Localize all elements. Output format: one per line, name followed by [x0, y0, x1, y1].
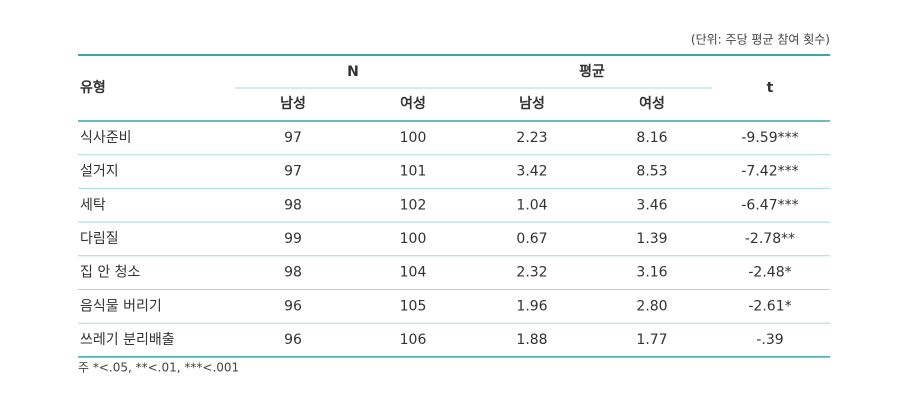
- cell: 98: [284, 265, 302, 281]
- unit-note: (단위: 주당 평균 참여 횟수): [691, 33, 830, 47]
- row-label: 음식물 버리기: [80, 298, 162, 314]
- row-label: 설거지: [80, 164, 119, 180]
- cell: 104: [400, 265, 427, 281]
- cell: 2.80: [636, 298, 667, 314]
- cell: 2.32: [516, 265, 547, 281]
- cell: 100: [400, 130, 427, 146]
- row-label: 집 안 청소: [80, 265, 141, 281]
- cell: 100: [400, 231, 427, 247]
- cell: 97: [284, 130, 302, 146]
- cell: 101: [400, 164, 427, 180]
- cell: 3.16: [636, 265, 667, 281]
- cell: 105: [400, 298, 427, 314]
- cell: 106: [400, 332, 427, 348]
- cell: 99: [284, 231, 302, 247]
- sub-header: 남성: [519, 95, 545, 112]
- cell: 97: [284, 164, 302, 180]
- sub-header: 여성: [639, 95, 665, 112]
- sub-header: 여성: [400, 95, 426, 112]
- cell: 1.96: [516, 298, 547, 314]
- cell: 96: [284, 298, 302, 314]
- cell: -.39: [756, 332, 783, 348]
- row-label: 쓰레기 분리배출: [80, 332, 175, 348]
- row-label: 다림질: [80, 231, 119, 247]
- cell: 1.39: [636, 231, 667, 247]
- cell: -9.59***: [741, 130, 798, 146]
- header-t: t: [767, 80, 774, 96]
- cell: 1.77: [636, 332, 667, 348]
- header-n: N: [347, 64, 359, 80]
- cell: -7.42***: [741, 164, 798, 180]
- header-type: 유형: [80, 79, 106, 96]
- cell: 1.88: [516, 332, 547, 348]
- cell: 102: [400, 197, 427, 213]
- cell: -2.48*: [748, 265, 791, 281]
- cell: -2.61*: [748, 298, 791, 314]
- cell: 98: [284, 197, 302, 213]
- cell: 2.23: [516, 130, 547, 146]
- cell: -2.78**: [745, 231, 795, 247]
- row-label: 세탁: [80, 197, 106, 213]
- cell: 8.16: [636, 130, 667, 146]
- cell: 3.42: [516, 164, 547, 180]
- footnote: 주 *<.05, **<.01, ***<.001: [78, 361, 239, 375]
- cell: 8.53: [636, 164, 667, 180]
- header-mean: 평균: [579, 63, 605, 80]
- cell: 3.46: [636, 197, 667, 213]
- cell: 1.04: [516, 197, 547, 213]
- sub-header: 남성: [280, 95, 306, 112]
- cell: -6.47***: [741, 197, 798, 213]
- row-label: 식사준비: [80, 130, 132, 146]
- cell: 0.67: [516, 231, 547, 247]
- cell: 96: [284, 332, 302, 348]
